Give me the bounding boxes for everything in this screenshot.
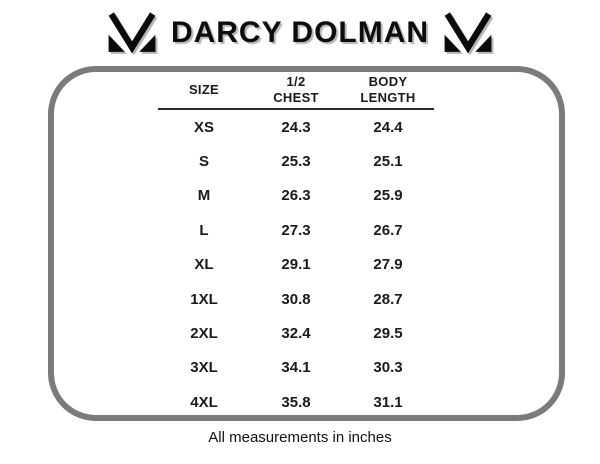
- column-header-half-chest-label: 1/2 CHEST: [273, 73, 319, 105]
- chest-cell: 25.3: [281, 153, 311, 171]
- column-header-body-length: BODY LENGTH: [342, 72, 434, 110]
- column-header-size-label: SIZE: [188, 81, 220, 97]
- table-row: M 26.3 25.9: [158, 179, 434, 213]
- brand-logo-right: [441, 10, 495, 56]
- size-cell: 3XL: [190, 359, 218, 377]
- chest-cell: 24.3: [281, 118, 311, 136]
- length-cell: 26.7: [373, 221, 403, 239]
- measurements-note: All measurements in inches: [208, 429, 392, 446]
- size-cell: 4XL: [190, 393, 218, 411]
- size-cell: XL: [194, 256, 214, 274]
- chest-cell: 30.8: [281, 290, 311, 308]
- size-cell: 2XL: [190, 325, 218, 343]
- chest-cell: 26.3: [281, 187, 311, 205]
- header-row: SIZE 1/2 CHEST BODY LENGTH: [158, 72, 434, 110]
- title-bar: DARCY DOLMAN: [0, 10, 600, 56]
- brand-m-icon: [108, 12, 156, 54]
- brand-logo-left: [105, 10, 159, 56]
- chest-cell: 35.8: [281, 393, 311, 411]
- table-row: XS 24.3 24.4: [158, 109, 434, 144]
- size-cell: L: [199, 221, 209, 239]
- length-cell: 31.1: [373, 393, 403, 411]
- product-title: DARCY DOLMAN: [170, 16, 430, 49]
- table-row: 4XL 35.8 31.1: [158, 385, 434, 419]
- column-header-half-chest: 1/2 CHEST: [250, 72, 342, 110]
- length-cell: 24.4: [373, 118, 403, 136]
- column-header-body-length-label: BODY LENGTH: [360, 73, 416, 105]
- table-row: 3XL 34.1 30.3: [158, 351, 434, 385]
- table-row: S 25.3 25.1: [158, 144, 434, 178]
- chest-cell: 32.4: [281, 325, 311, 343]
- size-cell: 1XL: [190, 290, 218, 308]
- chest-cell: 34.1: [281, 359, 311, 377]
- column-header-size: SIZE: [158, 72, 250, 110]
- length-cell: 27.9: [373, 256, 403, 274]
- table-row: XL 29.1 27.9: [158, 248, 434, 282]
- size-cell: S: [198, 153, 209, 171]
- length-cell: 28.7: [373, 290, 403, 308]
- table-body: XS 24.3 24.4 S 25.3 25.1 M 26.3 25.9 L 2…: [158, 109, 434, 420]
- chest-cell: 29.1: [281, 256, 311, 274]
- size-chart-panel: [48, 66, 565, 421]
- brand-m-icon: [444, 12, 492, 54]
- chest-cell: 27.3: [281, 221, 311, 239]
- table-row: 2XL 32.4 29.5: [158, 316, 434, 350]
- size-cell: XS: [193, 118, 214, 136]
- size-cell: M: [197, 187, 211, 205]
- size-chart-table: SIZE 1/2 CHEST BODY LENGTH XS 24.3 24.4 …: [158, 72, 434, 420]
- length-cell: 25.1: [373, 153, 403, 171]
- table-row: L 27.3 26.7: [158, 213, 434, 247]
- length-cell: 30.3: [373, 359, 403, 377]
- table-row: 1XL 30.8 28.7: [158, 282, 434, 316]
- length-cell: 25.9: [373, 187, 403, 205]
- length-cell: 29.5: [373, 325, 403, 343]
- table-header: SIZE 1/2 CHEST BODY LENGTH: [158, 72, 434, 110]
